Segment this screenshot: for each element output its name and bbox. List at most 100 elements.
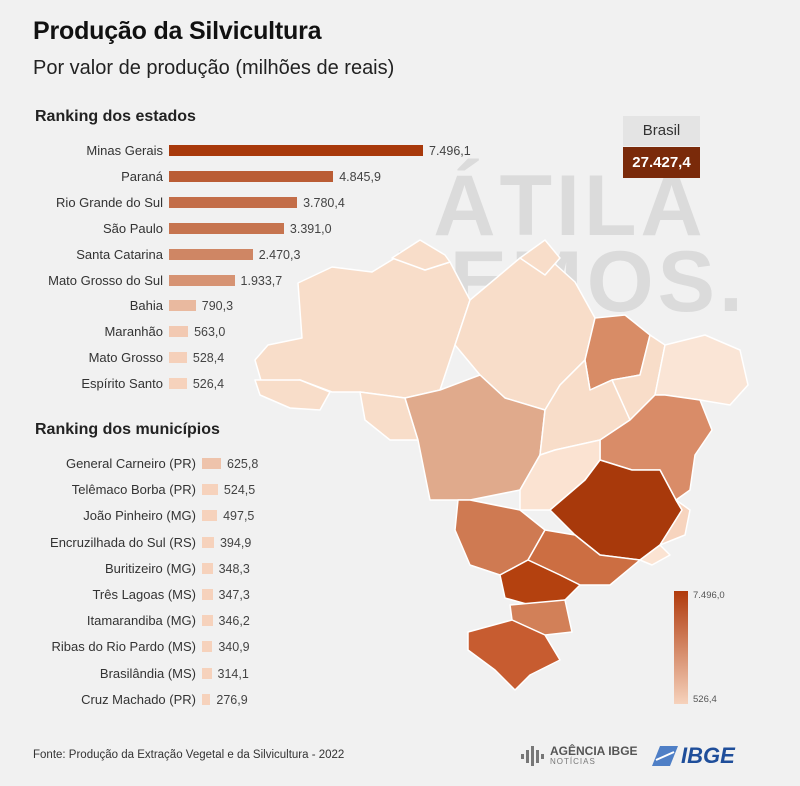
- municipio-label: Ribas do Rio Pardo (MS): [51, 639, 197, 655]
- state-value-label: 790,3: [201, 299, 234, 314]
- municipio-value-label: 314,1: [217, 666, 249, 681]
- state-row: Paraná: [0, 167, 163, 187]
- ibge-logo-text: IBGE: [681, 743, 735, 768]
- agencia-logo-subtext: NOTÍCIAS: [550, 757, 596, 766]
- municipio-label: Cruz Machado (PR): [81, 691, 196, 707]
- municipio-bar: [202, 641, 213, 653]
- state-label: Bahia: [129, 298, 163, 314]
- source-note: Fonte: Produção da Extração Vegetal e da…: [33, 749, 345, 761]
- map-state-am: [254, 257, 471, 399]
- map-state-es: [659, 499, 691, 546]
- map-state-ne: [654, 334, 749, 406]
- state-value-label: 528,4: [192, 351, 225, 366]
- states-heading: Ranking dos estados: [35, 108, 196, 125]
- municipio-label: Telêmaco Borba (PR): [71, 482, 196, 498]
- state-value-label: 526,4: [192, 377, 225, 392]
- municipio-bar: [202, 589, 213, 600]
- state-row: São Paulo: [0, 219, 163, 239]
- municipio-label: General Carneiro (PR): [65, 456, 196, 471]
- state-label: Paraná: [121, 168, 163, 184]
- state-row: Santa Catarina: [0, 245, 163, 265]
- municipio-value-label: 497,5: [223, 509, 255, 524]
- state-value-label: 4.845,9: [339, 169, 381, 184]
- municipio-row: Três Lagoas (MS): [0, 585, 196, 605]
- municipio-row: Brasilândia (MS): [0, 664, 196, 684]
- state-value-label: 3.391,0: [289, 221, 332, 236]
- brasil-label: Brasil: [623, 116, 700, 146]
- state-label: Mato Grosso: [88, 350, 163, 366]
- state-bar: [169, 326, 189, 338]
- state-bar: [169, 222, 284, 234]
- municipio-value-label: 347,3: [218, 588, 250, 602]
- state-bar: [169, 300, 196, 312]
- municipio-label: Três Lagoas (MS): [92, 587, 196, 602]
- municipio-bar: [202, 536, 214, 548]
- state-label: Rio Grande do Sul: [56, 194, 163, 210]
- agencia-logo-icon: [521, 746, 544, 766]
- state-label: Maranhão: [104, 324, 163, 340]
- legend-min-label: 526,4: [693, 694, 717, 705]
- map-state-pr: [499, 559, 581, 606]
- municipio-bar: [202, 562, 213, 574]
- municipio-label: Buritizeiro (MG): [104, 560, 196, 576]
- municipio-value-label: 394,9: [219, 535, 252, 550]
- state-label: Espírito Santo: [81, 376, 163, 392]
- ibge-logo-icon: [652, 746, 678, 766]
- state-value-label: 563,0: [194, 325, 226, 340]
- municipio-label: João Pinheiro (MG): [83, 508, 196, 524]
- municipio-bar: [202, 484, 218, 496]
- state-row: Espírito Santo: [0, 374, 163, 394]
- ibge-logo: IBGE: [648, 743, 735, 773]
- brasil-total: 27.427,4: [623, 147, 700, 178]
- chart-subtitle: Por valor de produção (milhões de reais): [33, 57, 395, 79]
- municipio-row: Buritizeiro (MG): [0, 559, 196, 579]
- map-state-rs: [467, 619, 561, 691]
- municipio-label: Brasilândia (MS): [99, 665, 196, 681]
- municipio-value-label: 276,9: [216, 692, 248, 707]
- state-row: Mato Grosso: [0, 348, 163, 368]
- municipio-row: Telêmaco Borba (PR): [0, 480, 196, 500]
- municipio-row: João Pinheiro (MG): [0, 506, 196, 526]
- state-row: Maranhão: [0, 322, 163, 342]
- chart-title: Produção da Silvicultura: [33, 17, 322, 45]
- state-bar: [169, 145, 423, 156]
- state-row: Mato Grosso do Sul: [0, 271, 163, 291]
- state-value-label: 2.470,3: [258, 247, 301, 262]
- state-value-label: 1.933,7: [240, 273, 283, 288]
- map-state-ap: [519, 239, 561, 276]
- map-state-rj: [639, 544, 671, 566]
- municipio-bar: [202, 615, 213, 627]
- state-value-label: 3.780,4: [303, 195, 345, 210]
- agencia-logo-text: AGÊNCIA IBGE: [550, 744, 638, 758]
- state-bar: [169, 196, 298, 208]
- state-label: São Paulo: [103, 220, 163, 236]
- state-bar: [169, 352, 187, 364]
- municipio-row: Itamarandiba (MG): [0, 611, 196, 631]
- map-state-ro: [359, 391, 419, 441]
- state-label: Mato Grosso do Sul: [48, 272, 163, 288]
- legend-max-label: 7.496,0: [693, 590, 725, 601]
- municipio-bar: [202, 458, 221, 469]
- agencia-ibge-logo: AGÊNCIA IBGE NOTÍCIAS: [520, 744, 638, 773]
- state-label: Minas Gerais: [86, 143, 163, 158]
- state-bar: [169, 378, 187, 390]
- municipio-value-label: 340,9: [218, 640, 250, 655]
- state-value-label: 7.496,1: [429, 144, 471, 158]
- state-row: Rio Grande do Sul: [0, 193, 163, 213]
- municipio-label: Itamarandiba (MG): [86, 613, 196, 629]
- municipio-row: Cruz Machado (PR): [0, 690, 196, 710]
- municipio-label: Encruzilhada do Sul (RS): [50, 534, 196, 550]
- municipio-row: Encruzilhada do Sul (RS): [0, 533, 196, 553]
- municipio-bar: [202, 693, 211, 705]
- state-label: Santa Catarina: [76, 246, 163, 262]
- municipio-value-label: 625,8: [227, 457, 259, 471]
- map-state-ac: [254, 379, 331, 411]
- state-bar: [169, 248, 253, 260]
- state-row: Minas Gerais: [0, 141, 163, 161]
- state-bar: [169, 170, 334, 182]
- municipio-value-label: 348,3: [218, 561, 250, 576]
- municipio-value-label: 346,2: [218, 614, 250, 629]
- municipio-row: Ribas do Rio Pardo (MS): [0, 637, 197, 657]
- color-scale-legend: [674, 591, 688, 704]
